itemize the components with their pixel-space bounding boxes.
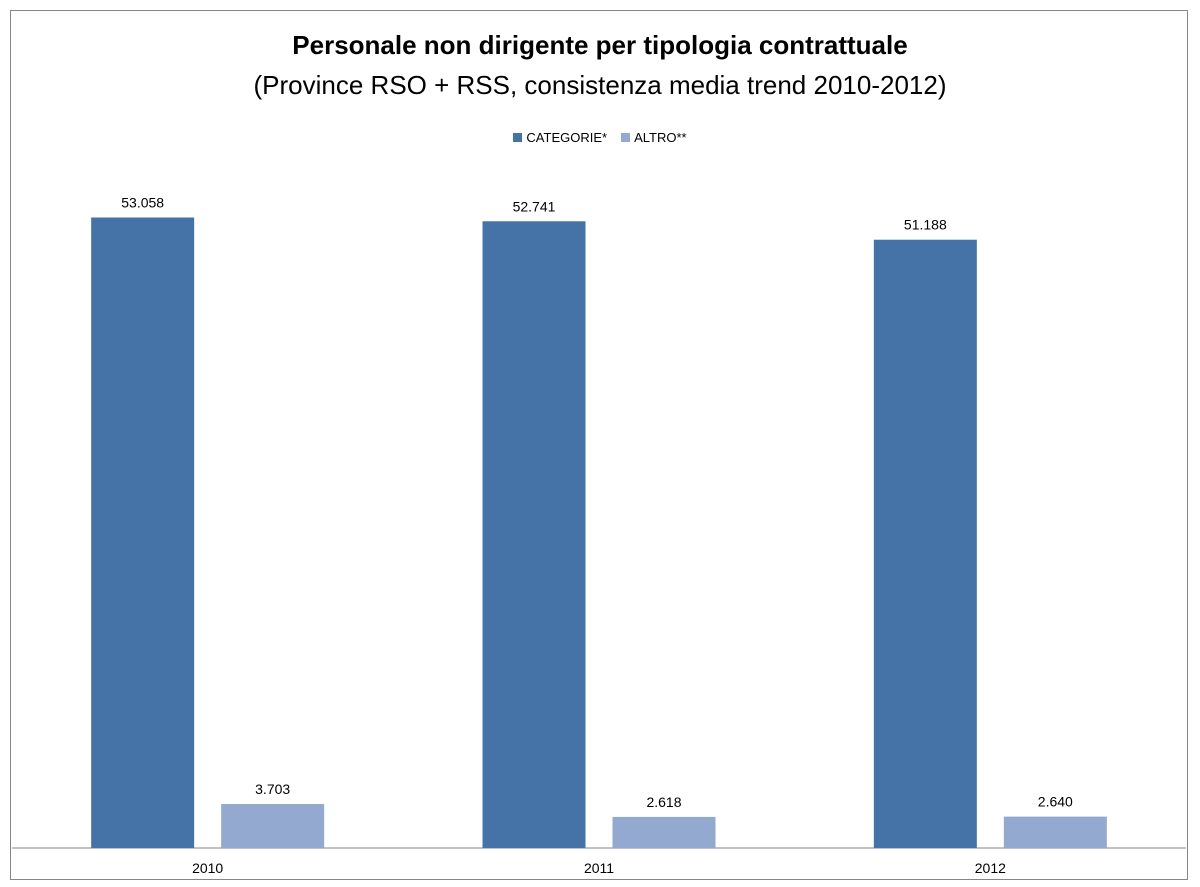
data-label-categorie-2011: 52.741 (513, 198, 556, 214)
bar-altro-2011 (612, 816, 716, 848)
data-label-altro-2010: 3.703 (255, 781, 290, 797)
bar-categorie-2012 (873, 239, 977, 848)
data-label-altro-2011: 2.618 (646, 794, 681, 810)
legend-swatch-categorie (513, 133, 523, 142)
bar-altro-2012 (1003, 816, 1107, 848)
data-label-categorie-2012: 51.188 (904, 217, 947, 233)
bar-categorie-2011 (482, 221, 586, 849)
legend-item-altro: ALTRO** (621, 130, 687, 145)
x-tick-label-2010: 2010 (192, 860, 223, 876)
legend-label-altro: ALTRO** (634, 130, 687, 145)
legend-swatch-altro (621, 133, 631, 142)
x-tick-label-2011: 2011 (584, 860, 614, 876)
data-label-altro-2012: 2.640 (1038, 794, 1073, 810)
legend-item-categorie: CATEGORIE* (513, 130, 607, 145)
data-label-categorie-2010: 53.058 (121, 194, 164, 210)
bar-altro-2010 (221, 803, 325, 848)
chart-legend: CATEGORIE* ALTRO** (0, 130, 1200, 145)
legend-label-categorie: CATEGORIE* (526, 130, 608, 145)
bar-categorie-2010 (91, 217, 195, 849)
chart-title: Personale non dirigente per tipologia co… (292, 30, 908, 60)
x-tick-label-2012: 2012 (975, 860, 1006, 876)
chart-subtitle: (Province RSO + RSS, consistenza media t… (253, 70, 947, 100)
chart-frame (10, 10, 1188, 880)
